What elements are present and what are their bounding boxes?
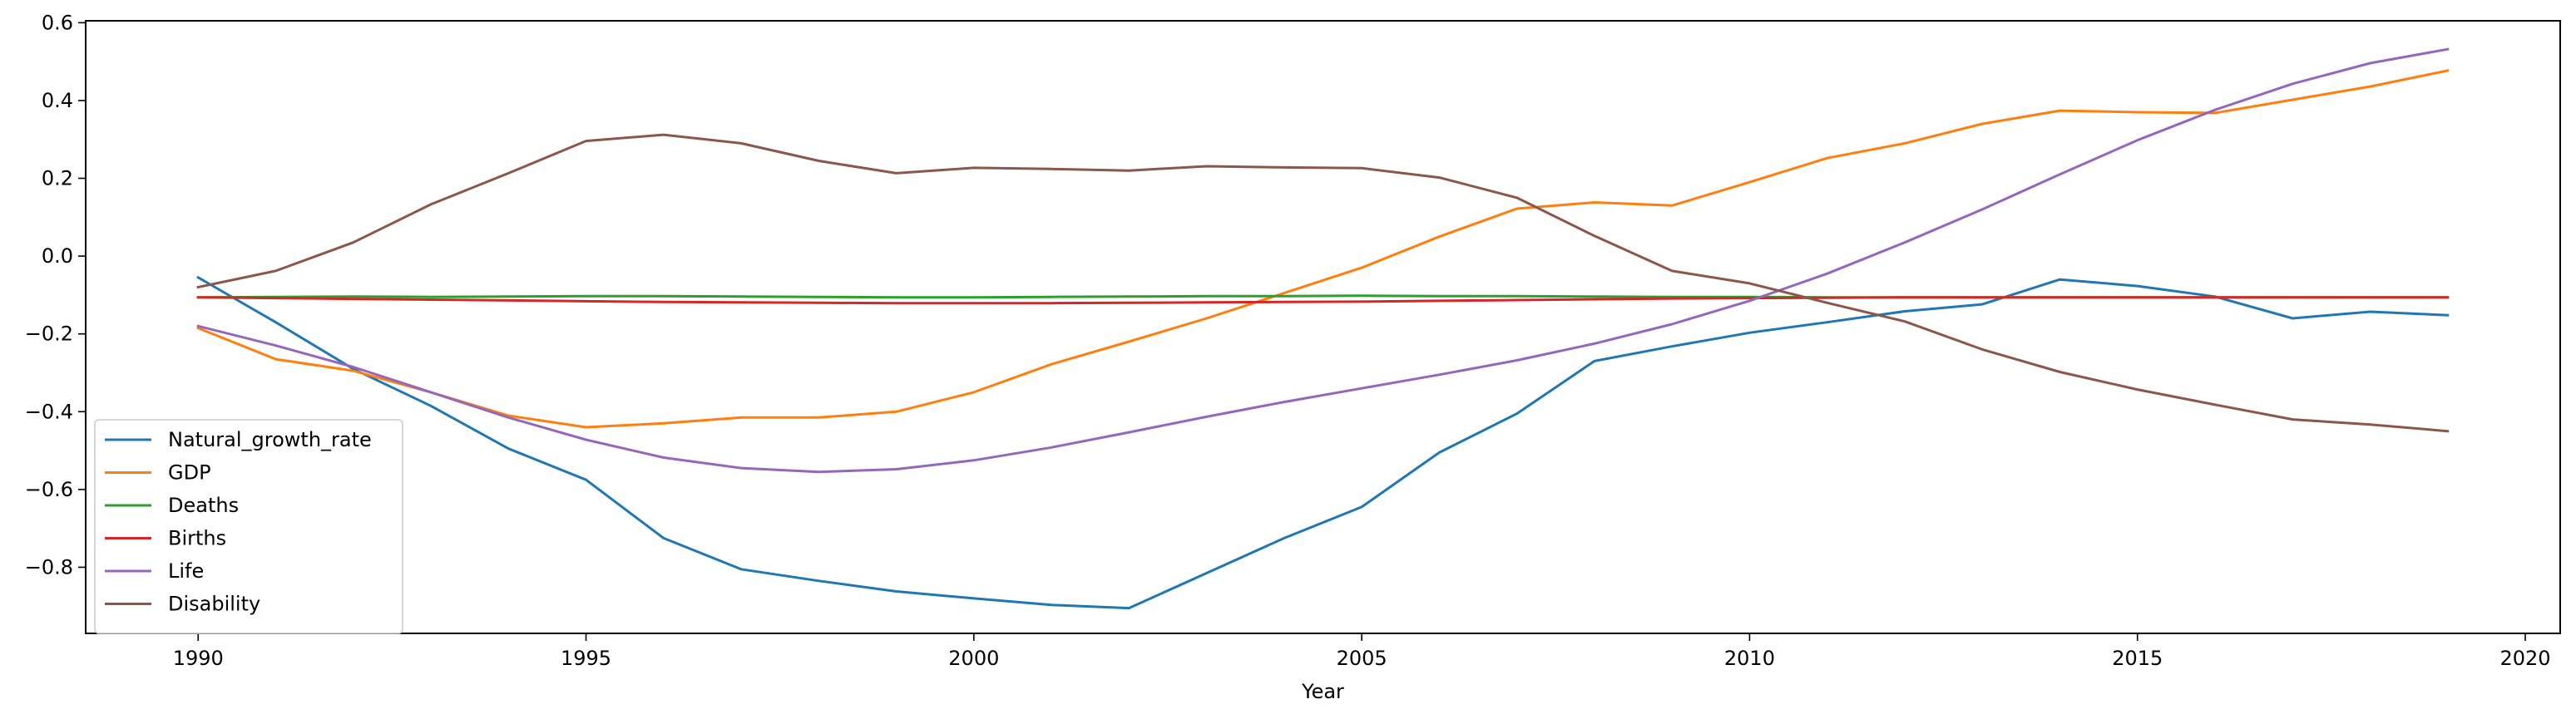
- y-tick-label: −0.4: [25, 400, 73, 423]
- legend-label: GDP: [168, 461, 211, 485]
- plot-frame: [85, 20, 2561, 634]
- x-tick-label: 2000: [948, 647, 999, 670]
- series-lines: [196, 47, 2450, 610]
- legend-label: Deaths: [168, 494, 239, 517]
- x-tick-label: 2010: [1724, 647, 1775, 670]
- legend-label: Births: [168, 527, 226, 550]
- x-tick-label: 2005: [1337, 647, 1387, 670]
- y-tick-label: 0.0: [42, 244, 73, 268]
- y-tick-label: −0.2: [25, 323, 73, 346]
- y-tick-label: 0.4: [42, 89, 73, 112]
- legend-label: Disability: [168, 593, 260, 616]
- y-tick-label: −0.6: [25, 478, 73, 501]
- series-line-natural-growth-rate: [196, 275, 2450, 610]
- series-line-life: [196, 47, 2450, 474]
- series-line-disability: [196, 133, 2450, 433]
- y-tick-label: 0.6: [42, 11, 73, 34]
- legend: Natural_growth_rate GDP Deaths Births Life Di…: [94, 419, 403, 634]
- x-tick-label: 1990: [173, 647, 224, 670]
- series-line-gdp: [196, 69, 2450, 429]
- x-axis: 1990 1995 2000 2005 2010 2015 2020: [173, 633, 2551, 670]
- y-tick-label: −0.8: [25, 555, 73, 579]
- legend-box: [94, 419, 403, 634]
- x-tick-label: 1995: [561, 647, 611, 670]
- y-axis: −0.8 −0.6 −0.4 −0.2 0.0 0.2 0.4 0.6: [25, 11, 86, 579]
- x-tick-label: 2015: [2112, 647, 2163, 670]
- series-line-births: [196, 296, 2450, 305]
- x-tick-label: 2020: [2499, 647, 2550, 670]
- x-axis-label: Year: [1301, 680, 1344, 703]
- legend-label: Life: [168, 559, 204, 583]
- y-tick-label: 0.2: [42, 167, 73, 190]
- legend-label: Natural_growth_rate: [168, 428, 372, 451]
